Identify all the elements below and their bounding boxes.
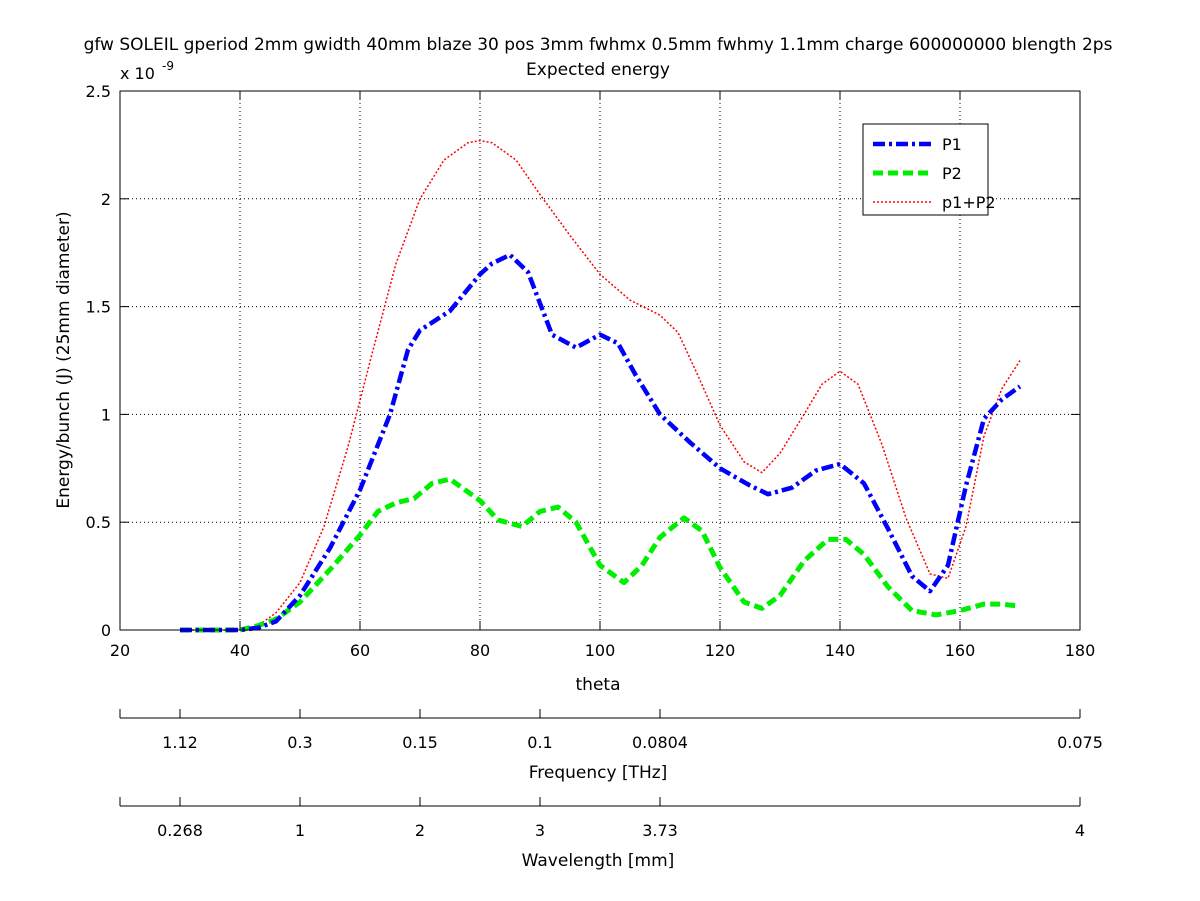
y-tick-label: 1.5 — [86, 298, 111, 317]
axis-tick-label: 3.73 — [642, 821, 678, 840]
axis-tick-label: 1 — [295, 821, 305, 840]
axis-tick-label: 0.0804 — [632, 733, 688, 752]
y-multiplier-base: x 10 — [120, 64, 155, 83]
legend-label: p1+P2 — [942, 193, 996, 212]
axis-tick-label: 0.15 — [402, 733, 438, 752]
legend-label: P2 — [942, 164, 962, 183]
x-tick-label: 60 — [350, 641, 370, 660]
frequency-axis: Frequency [THz] 1.12 0.3 0.15 0.1 0.0804 0.07… — [119, 709, 1103, 783]
x-tick-label: 140 — [825, 641, 856, 660]
y-axis-label: Energy/bunch (J) (25mm diameter) — [54, 211, 74, 508]
series-layer — [180, 139, 1022, 633]
y-tick-label: 1 — [101, 405, 111, 424]
chart-subtitle: Expected energy — [526, 60, 670, 80]
axis-tick-label: 2 — [415, 821, 425, 840]
axis-tick-label: 0.3 — [287, 733, 312, 752]
chart-title: gfw SOLEIL gperiod 2mm gwidth 40mm blaze… — [84, 35, 1113, 55]
legend: P1 P2 p1+P2 — [862, 123, 996, 216]
x-axis-label: theta — [576, 675, 621, 695]
x-tick-label: 180 — [1065, 641, 1096, 660]
y-multiplier: x 10 -9 — [120, 59, 174, 83]
axis-tick-label: 0.1 — [527, 733, 552, 752]
axis-tick-label: 4 — [1075, 821, 1085, 840]
x-tick-label: 120 — [705, 641, 736, 660]
wavelength-axis-label: Wavelength [mm] — [522, 851, 675, 871]
frequency-axis-label: Frequency [THz] — [529, 763, 668, 783]
y-tick-label: 2 — [101, 190, 111, 209]
axis-tick-label: 0.075 — [1057, 733, 1103, 752]
y-tick-label: 2.5 — [86, 82, 111, 101]
axis-tick-label: 0.268 — [157, 821, 203, 840]
y-axis-ticks: 0 0.5 1 1.5 2 2.5 — [86, 82, 1080, 640]
axis-tick-label: 3 — [535, 821, 545, 840]
y-tick-label: 0 — [101, 621, 111, 640]
series-line-p1 — [180, 252, 1022, 633]
series-line-p1-p2 — [180, 139, 1021, 631]
series-line-p2 — [180, 476, 1021, 633]
y-multiplier-exponent: -9 — [162, 59, 174, 73]
x-tick-label: 100 — [585, 641, 616, 660]
wavelength-axis: Wavelength [mm] 0.268 1 2 3 3.73 4 — [119, 797, 1085, 871]
axis-tick-label: 1.12 — [162, 733, 198, 752]
x-axis-ticks: 20 40 60 80 100 120 140 160 180 — [110, 91, 1095, 660]
x-tick-label: 40 — [230, 641, 250, 660]
y-tick-label: 0.5 — [86, 513, 111, 532]
legend-box — [862, 123, 989, 216]
x-tick-label: 20 — [110, 641, 130, 660]
legend-label: P1 — [942, 135, 962, 154]
x-tick-label: 160 — [945, 641, 976, 660]
x-tick-label: 80 — [470, 641, 490, 660]
